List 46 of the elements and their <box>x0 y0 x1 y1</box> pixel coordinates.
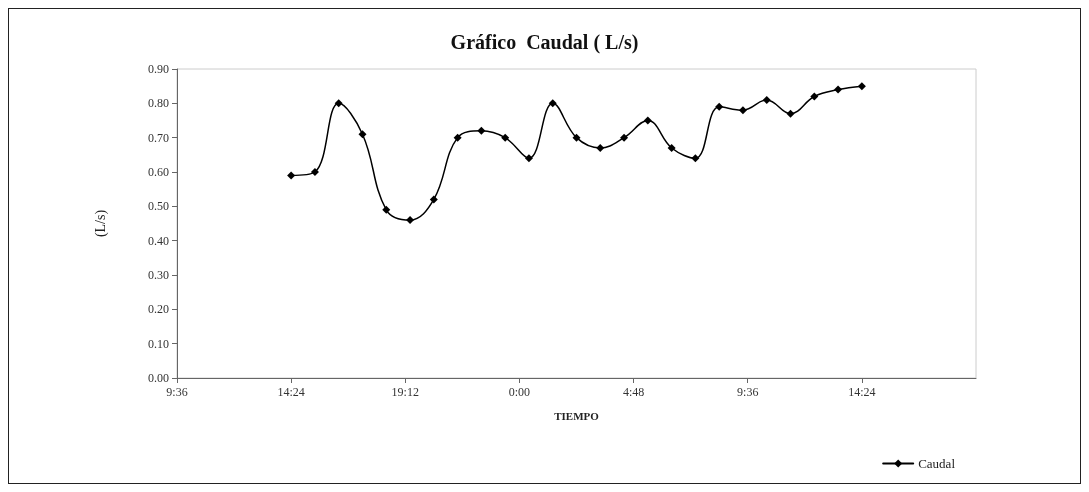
chart-title: Gráfico Caudal ( L/s) <box>450 31 639 54</box>
y-tick-label: 0.10 <box>148 336 169 351</box>
point <box>738 106 747 115</box>
point <box>691 154 700 163</box>
point <box>834 85 843 94</box>
point <box>643 116 652 125</box>
x-axis-title: TIEMPO <box>554 409 600 422</box>
point <box>857 82 866 91</box>
x-tick-label: 4:48 <box>622 385 645 399</box>
y-tick-label: 0.70 <box>148 130 169 145</box>
y-tick-label: 0.30 <box>148 268 169 282</box>
point <box>548 99 557 108</box>
point <box>429 195 438 204</box>
point <box>810 92 819 101</box>
y-tick-label: 0.50 <box>148 199 169 214</box>
y-tick-label: 0.20 <box>148 302 169 317</box>
point <box>572 133 581 142</box>
x-tick-label: 0:00 <box>508 385 531 399</box>
point <box>786 109 795 118</box>
x-tick-label: 14:24 <box>277 385 305 399</box>
point <box>524 154 533 163</box>
point <box>667 143 676 152</box>
point <box>762 95 771 104</box>
y-tick-label: 0.00 <box>148 371 169 385</box>
point <box>406 216 415 225</box>
x-tick-label: 9:36 <box>166 385 188 399</box>
point <box>596 143 605 152</box>
point <box>715 102 724 111</box>
point <box>382 205 391 214</box>
x-tick-label: 19:12 <box>391 385 419 399</box>
point <box>501 133 510 142</box>
y-tick-label: 0.90 <box>148 62 169 76</box>
y-tick-label: 0.40 <box>148 233 169 248</box>
x-tick-label: 9:36 <box>737 385 759 399</box>
point <box>310 168 319 176</box>
point <box>287 171 296 180</box>
legend-label: Caudal <box>918 456 956 471</box>
point <box>477 126 486 135</box>
y-tick-label: 0.60 <box>148 165 169 179</box>
point <box>358 130 367 139</box>
point <box>620 133 629 142</box>
y-axis-title: (L/s) <box>92 209 109 238</box>
point <box>453 133 462 142</box>
y-tick-label: 0.80 <box>148 96 169 111</box>
x-tick-label: 14:24 <box>848 385 876 399</box>
point <box>334 99 343 108</box>
